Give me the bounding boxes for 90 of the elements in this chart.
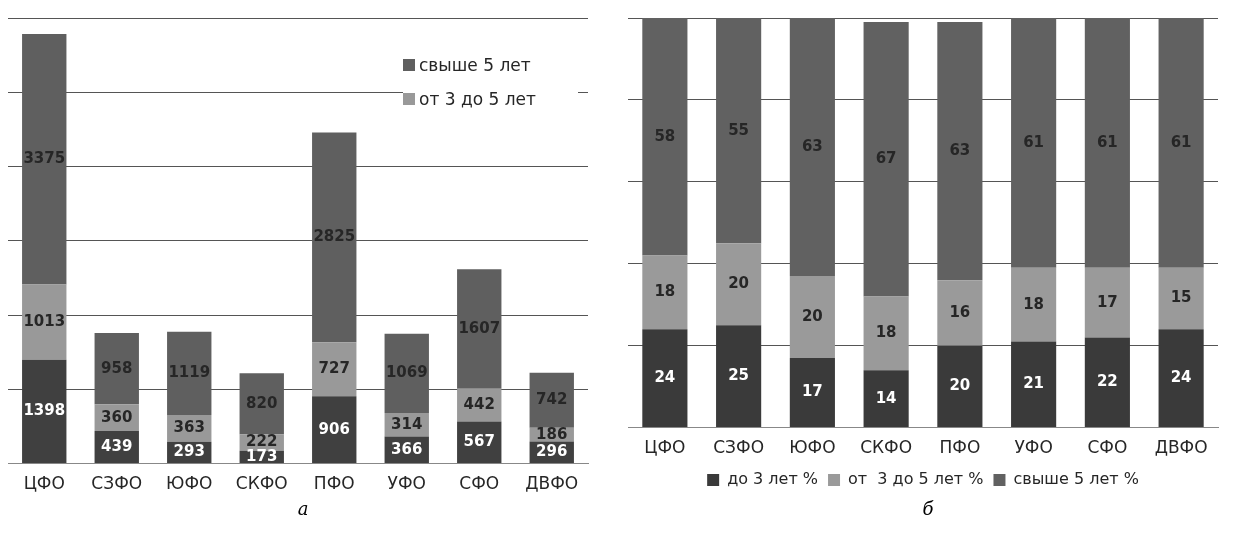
legend-label: от 3 до 5 лет % (848, 469, 984, 489)
data-label: 1013 (23, 312, 66, 331)
bar (863, 296, 909, 371)
data-label: 24 (1170, 368, 1192, 387)
x-tick-label: ПФО (313, 473, 355, 494)
data-label: 61 (1096, 132, 1118, 151)
legend-label: свыше 5 лет % (1013, 469, 1139, 489)
bar (789, 357, 835, 428)
bar (312, 342, 357, 397)
data-label: 293 (173, 442, 205, 461)
x-tick-label: СКФО (235, 473, 288, 494)
data-label: 363 (173, 418, 205, 437)
data-label: 17 (1096, 292, 1118, 311)
data-label: 16 (949, 302, 971, 321)
bar (937, 280, 983, 346)
data-label: 63 (801, 136, 823, 155)
data-label: 20 (728, 274, 750, 293)
data-label: 58 (654, 126, 676, 145)
text: б (921, 498, 935, 519)
data-label: 63 (949, 141, 971, 160)
x-tick-label: ДВФО (1154, 437, 1208, 458)
data-label: 15 (1170, 288, 1192, 307)
text: а (296, 498, 310, 519)
data-label: 173 (246, 446, 278, 465)
data-label: 820 (246, 393, 278, 412)
data-label: 567 (463, 432, 495, 451)
bar (22, 284, 67, 360)
data-label: 742 (536, 390, 568, 409)
bar (642, 329, 688, 428)
legend-label: свыше 5 лет (419, 54, 531, 77)
data-label: 55 (728, 120, 750, 139)
data-label: 442 (463, 394, 495, 413)
bar (716, 325, 762, 428)
x-tick-label: ПФО (939, 437, 981, 458)
data-label: 18 (654, 282, 676, 301)
data-label: 20 (949, 376, 971, 395)
data-label: 25 (728, 366, 750, 385)
data-label: 67 (875, 149, 897, 168)
data-label: 186 (536, 424, 568, 443)
data-label: 22 (1096, 372, 1118, 391)
data-label: 727 (318, 359, 350, 378)
data-label: 1607 (458, 318, 501, 337)
bar (1084, 337, 1130, 428)
x-tick-label: УФО (387, 473, 426, 494)
data-label: 24 (654, 368, 676, 387)
x-tick-label: ЮФО (166, 473, 213, 494)
data-label: 360 (101, 407, 133, 426)
x-tick-label: ЦФО (644, 437, 686, 458)
data-label: 314 (391, 414, 423, 433)
data-label: 3375 (23, 149, 66, 168)
legend-label: до 3 лет % (727, 469, 819, 489)
bar (642, 255, 688, 330)
data-label: 1398 (23, 401, 66, 420)
x-tick-label: СФО (1087, 437, 1128, 458)
data-label: 14 (875, 388, 897, 407)
data-label: 61 (1023, 132, 1045, 151)
bar (937, 345, 983, 428)
legend-label: от 3 до 5 лет (419, 88, 536, 111)
x-tick-label: СЗФО (91, 473, 143, 494)
x-tick-label: СФО (459, 473, 500, 494)
data-label: 1119 (168, 363, 211, 382)
data-label: 18 (1023, 294, 1045, 313)
data-label: 439 (101, 436, 133, 455)
data-label: 21 (1023, 374, 1045, 393)
bar (1011, 267, 1057, 342)
bar (863, 370, 909, 428)
data-label: 906 (318, 419, 350, 438)
data-label: 18 (875, 323, 897, 342)
data-label: 958 (101, 358, 133, 377)
data-label: 1069 (385, 363, 428, 382)
bar (1158, 267, 1204, 330)
bar (716, 243, 762, 326)
bar (1158, 329, 1204, 428)
bar (22, 359, 67, 464)
bar (1011, 341, 1057, 428)
bar (1084, 267, 1130, 338)
data-label: 61 (1170, 132, 1192, 151)
x-tick-label: ЦФО (23, 473, 65, 494)
data-label: 17 (801, 382, 823, 401)
x-tick-label: СКФО (860, 437, 913, 458)
x-tick-label: УФО (1014, 437, 1053, 458)
bar (789, 276, 835, 358)
data-label: 296 (536, 442, 568, 461)
data-label: 2825 (313, 227, 356, 246)
x-tick-label: ДВФО (525, 473, 579, 494)
data-label: 366 (391, 439, 423, 458)
bar (312, 396, 357, 464)
x-tick-label: СЗФО (713, 437, 765, 458)
data-label: 20 (801, 306, 823, 325)
x-tick-label: ЮФО (789, 437, 836, 458)
